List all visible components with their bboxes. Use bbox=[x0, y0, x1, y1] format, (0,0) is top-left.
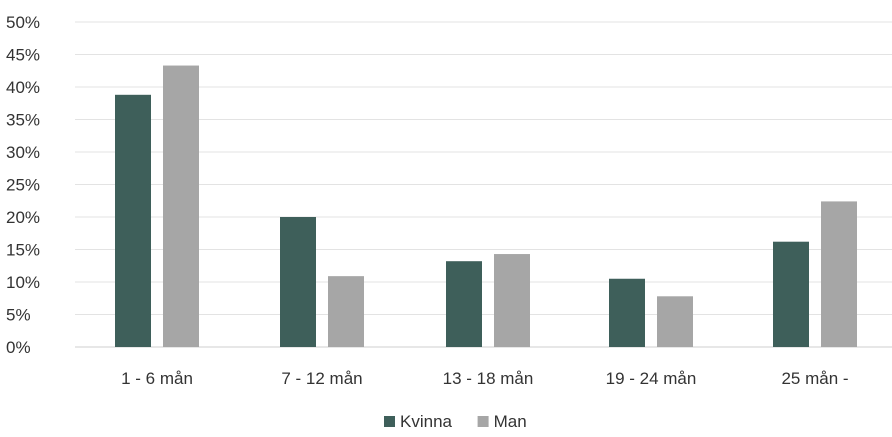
bar-man bbox=[657, 296, 693, 347]
bar-kvinna bbox=[609, 278, 645, 347]
y-tick-label: 20% bbox=[6, 208, 40, 227]
x-category-label: 1 - 6 mån bbox=[121, 369, 193, 388]
y-axis-tick-labels: 0% 5% 10% 15% 20% 25% 30% 35% 40% 45% 50% bbox=[6, 13, 40, 357]
x-category-label: 25 mån - bbox=[781, 369, 848, 388]
x-category-label: 13 - 18 mån bbox=[443, 369, 534, 388]
y-tick-label: 45% bbox=[6, 46, 40, 65]
bars bbox=[115, 65, 857, 348]
gridlines bbox=[75, 21, 892, 348]
y-tick-label: 15% bbox=[6, 241, 40, 260]
bar-man bbox=[163, 65, 199, 348]
y-tick-label: 10% bbox=[6, 273, 40, 292]
bar-man bbox=[821, 201, 857, 347]
legend-label: Man bbox=[494, 412, 527, 431]
y-tick-label: 40% bbox=[6, 78, 40, 97]
legend: Kvinna Man bbox=[384, 412, 527, 431]
bar-man bbox=[328, 276, 364, 347]
y-tick-label: 0% bbox=[6, 338, 31, 357]
bar-kvinna bbox=[773, 241, 809, 347]
bar-man bbox=[494, 254, 530, 347]
bar-kvinna bbox=[115, 94, 151, 347]
y-tick-label: 5% bbox=[6, 306, 31, 325]
legend-label: Kvinna bbox=[400, 412, 453, 431]
y-tick-label: 35% bbox=[6, 111, 40, 130]
legend-swatch-kvinna bbox=[384, 416, 395, 427]
y-tick-label: 25% bbox=[6, 176, 40, 195]
x-category-label: 7 - 12 mån bbox=[281, 369, 362, 388]
x-axis-category-labels: 1 - 6 mån 7 - 12 mån 13 - 18 mån 19 - 24 må… bbox=[121, 369, 848, 388]
y-tick-label: 50% bbox=[6, 13, 40, 32]
x-category-label: 19 - 24 mån bbox=[606, 369, 697, 388]
legend-swatch-man bbox=[477, 416, 489, 427]
bar-kvinna bbox=[280, 217, 316, 347]
bar-kvinna bbox=[446, 261, 482, 347]
y-tick-label: 30% bbox=[6, 143, 40, 162]
